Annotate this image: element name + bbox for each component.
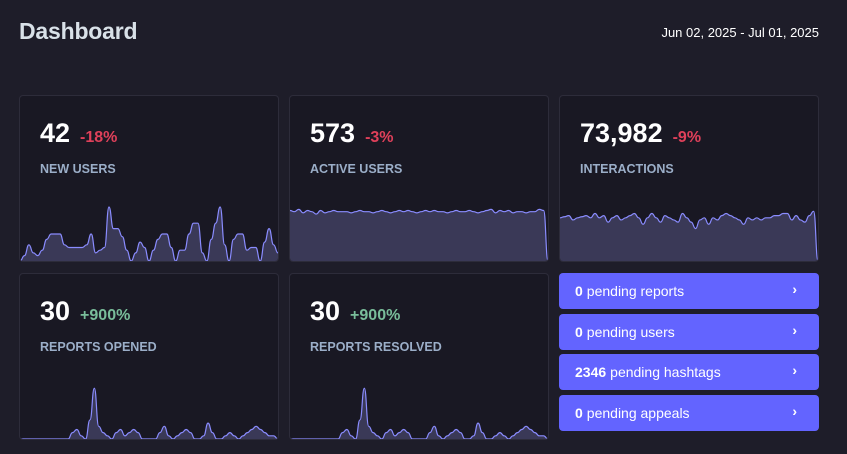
metric-value: 30 [40, 296, 71, 326]
sparkline-line [20, 206, 278, 261]
metric: 30 +900% [310, 296, 400, 327]
metric: 573 -3% [310, 118, 394, 149]
chevron-right-icon: › [792, 322, 797, 338]
metric-label: REPORTS RESOLVED [310, 340, 442, 354]
metric-label: REPORTS OPENED [40, 340, 157, 354]
page-title: Dashboard [19, 18, 138, 44]
chevron-right-icon: › [792, 362, 797, 378]
sparkline-chart [20, 206, 278, 261]
pending-count: 0 [575, 405, 583, 421]
metric-label: INTERACTIONS [580, 162, 674, 176]
metric: 73,982 -9% [580, 118, 701, 149]
metric-label: ACTIVE USERS [310, 162, 403, 176]
sparkline-area [20, 388, 278, 439]
new-users-card[interactable]: 42 -18% NEW USERS [19, 95, 279, 262]
reports-resolved-card[interactable]: 30 +900% REPORTS RESOLVED [289, 273, 549, 440]
sparkline-line [290, 387, 548, 439]
sparkline-line [560, 210, 818, 261]
pending-count: 2346 [575, 364, 607, 380]
metric-value: 573 [310, 118, 356, 148]
sparkline-chart [290, 387, 548, 439]
interactions-card[interactable]: 73,982 -9% INTERACTIONS [559, 95, 819, 262]
metric-change: +900% [80, 307, 131, 324]
metric-change: -3% [365, 129, 394, 146]
sparkline-area [290, 209, 548, 261]
pending-label: pending hashtags [610, 364, 721, 380]
reports-opened-card[interactable]: 30 +900% REPORTS OPENED [19, 273, 279, 440]
metric-change: -9% [672, 129, 702, 146]
metric: 30 +900% [40, 296, 130, 327]
date-range: Jun 02, 2025 - Jul 01, 2025 [661, 25, 819, 40]
chevron-right-icon: › [792, 281, 797, 297]
chevron-right-icon: › [792, 403, 797, 419]
dashboard-header: Dashboard Jun 02, 2025 - Jul 01, 2025 [0, 0, 847, 70]
pending-count: 0 [575, 283, 583, 299]
metric-value: 42 [40, 118, 71, 148]
sparkline-area [560, 211, 818, 261]
pending-hashtags-button[interactable]: 2346 pending hashtags › [559, 354, 819, 390]
metric-value: 30 [310, 296, 341, 326]
sparkline-line [290, 208, 548, 261]
pending-appeals-button[interactable]: 0 pending appeals › [559, 395, 819, 431]
metric-change: +900% [350, 307, 401, 324]
sparkline-line [20, 387, 278, 439]
pending-label: pending reports [586, 283, 685, 299]
sparkline-chart [20, 387, 278, 439]
metric-label: NEW USERS [40, 162, 116, 176]
pending-label: pending users [586, 324, 675, 340]
pending-users-button[interactable]: 0 pending users › [559, 314, 819, 350]
pending-count: 0 [575, 324, 583, 340]
active-users-card[interactable]: 573 -3% ACTIVE USERS [289, 95, 549, 262]
metric: 42 -18% [40, 118, 117, 149]
metric-value: 73,982 [580, 118, 663, 148]
pending-label: pending appeals [586, 405, 690, 421]
metric-change: -18% [80, 129, 118, 146]
sparkline-area [290, 388, 548, 439]
pending-reports-button[interactable]: 0 pending reports › [559, 273, 819, 309]
sparkline-chart [290, 208, 548, 261]
sparkline-area [20, 207, 278, 261]
sparkline-chart [560, 210, 818, 261]
